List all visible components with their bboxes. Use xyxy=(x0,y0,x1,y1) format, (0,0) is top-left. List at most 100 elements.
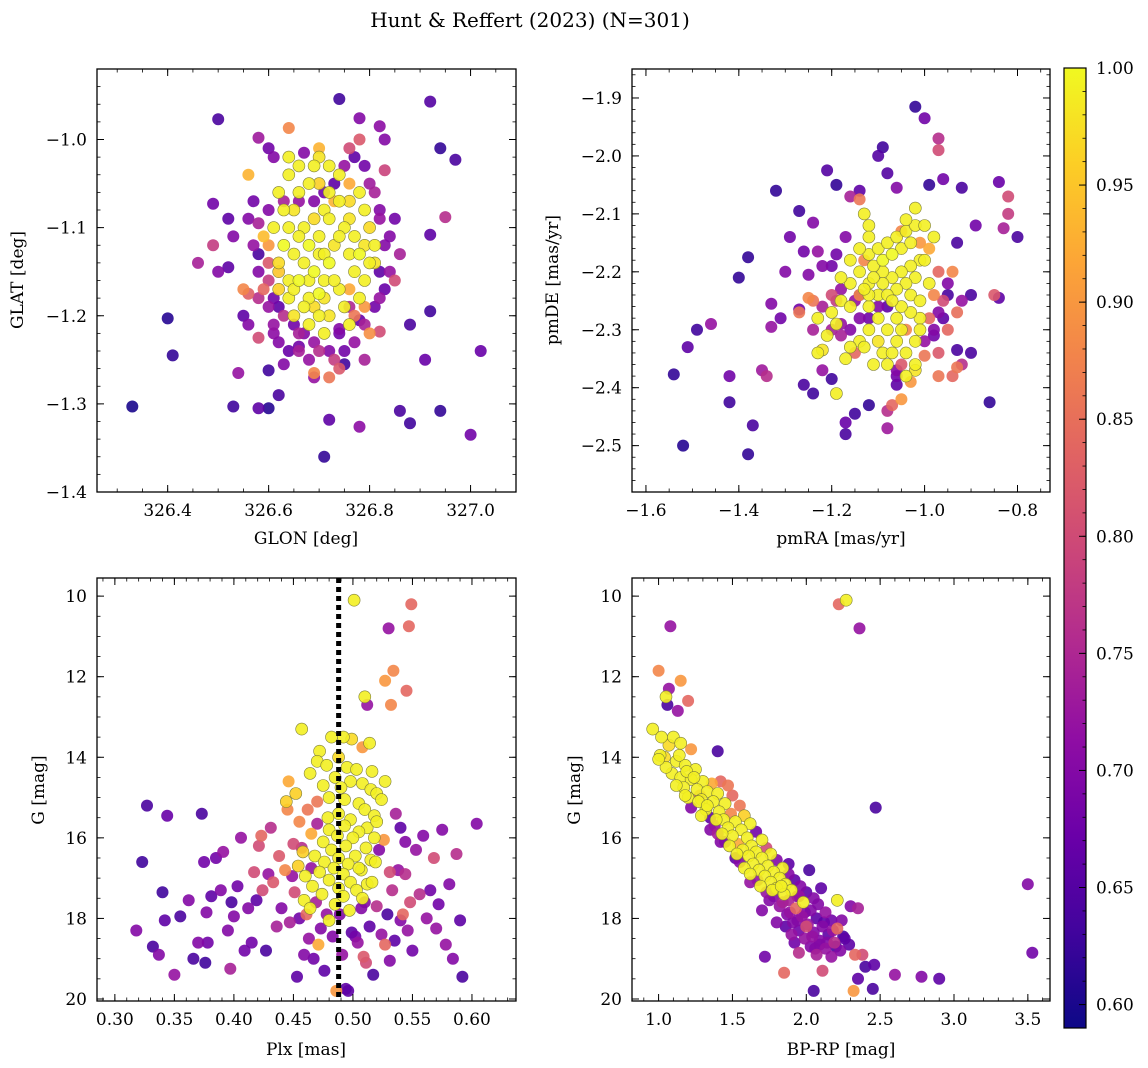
y-tick-label: 16 xyxy=(65,829,87,849)
axes-frame-pm xyxy=(631,68,1051,493)
data-point xyxy=(298,869,312,883)
data-point xyxy=(282,221,296,234)
data-point xyxy=(890,181,903,194)
data-point xyxy=(295,722,309,736)
data-point xyxy=(983,396,996,409)
data-point xyxy=(307,952,320,965)
y-tick-label: 14 xyxy=(65,748,87,768)
data-point xyxy=(816,300,829,313)
data-point xyxy=(470,817,483,830)
data-point xyxy=(343,318,356,331)
data-point xyxy=(895,300,908,313)
data-point xyxy=(267,221,281,234)
colorbar: 0.60 0.65 0.70 0.75 0.80 0.85 0.90 0.95 1.00 xyxy=(1063,59,1134,1029)
data-point xyxy=(852,902,864,915)
data-point xyxy=(853,242,866,255)
colorbar-tick-label: 0.80 xyxy=(1096,527,1134,547)
x-tick-label: 3.0 xyxy=(940,1010,967,1030)
colorbar-tick-label: 0.95 xyxy=(1096,176,1134,196)
data-point xyxy=(914,236,926,249)
data-point xyxy=(895,393,908,406)
data-point xyxy=(913,323,927,337)
data-point xyxy=(918,349,931,362)
x-tick-label: 0.35 xyxy=(155,1010,193,1030)
data-point xyxy=(350,763,363,776)
data-point xyxy=(872,149,885,162)
data-point xyxy=(439,211,452,224)
data-point xyxy=(292,274,306,287)
data-point xyxy=(222,261,235,274)
data-point xyxy=(386,884,399,897)
x-tick-label: 3.5 xyxy=(1014,1010,1041,1030)
y-axis-label-pmde: pmDE [mas/yr] xyxy=(543,215,563,345)
data-point xyxy=(830,178,843,191)
data-point xyxy=(424,228,437,241)
data-point xyxy=(890,311,904,325)
data-point xyxy=(705,318,717,330)
data-point xyxy=(312,309,326,323)
data-point xyxy=(937,294,950,307)
data-point xyxy=(292,230,306,243)
data-point xyxy=(348,265,361,279)
data-point xyxy=(802,291,815,304)
data-point xyxy=(255,829,268,842)
data-point xyxy=(225,896,238,909)
data-point xyxy=(755,833,769,847)
data-point xyxy=(908,334,922,348)
data-point xyxy=(765,320,778,333)
data-point xyxy=(904,236,918,250)
data-point xyxy=(419,353,432,366)
data-point xyxy=(456,970,469,983)
data-point xyxy=(450,848,463,860)
colorbar-tick-label: 0.75 xyxy=(1096,644,1134,664)
data-point xyxy=(765,297,778,310)
data-point xyxy=(885,346,899,360)
data-point xyxy=(322,159,336,173)
data-point xyxy=(277,309,290,322)
data-point xyxy=(672,748,686,762)
axes-frame-glon-glat xyxy=(96,68,517,493)
x-axis-label-plx: Plx [mas] xyxy=(266,1040,346,1060)
data-point xyxy=(674,736,688,750)
data-point xyxy=(726,789,739,802)
data-point xyxy=(338,793,351,806)
data-point xyxy=(722,779,734,792)
data-point xyxy=(260,944,272,957)
data-point xyxy=(367,831,381,845)
data-point xyxy=(221,924,234,937)
data-point xyxy=(227,910,240,923)
data-point xyxy=(272,389,285,402)
data-point xyxy=(904,259,918,273)
data-point xyxy=(803,864,816,877)
data-point xyxy=(835,283,847,296)
data-point xyxy=(754,879,767,893)
data-point xyxy=(881,422,894,435)
data-point xyxy=(365,765,379,778)
y-tick-label: 18 xyxy=(65,909,87,929)
x-tick-label: 1.0 xyxy=(645,1010,672,1030)
data-point xyxy=(825,950,838,963)
data-point xyxy=(248,866,261,879)
data-point xyxy=(723,839,736,853)
data-point xyxy=(348,230,361,243)
data-point xyxy=(373,204,386,216)
data-point xyxy=(316,835,330,849)
data-point xyxy=(311,795,324,808)
data-point xyxy=(760,370,773,383)
data-point xyxy=(250,894,263,907)
data-point xyxy=(166,349,179,362)
data-point xyxy=(312,938,325,951)
data-point xyxy=(282,775,295,788)
axes-frame-plx-g xyxy=(96,577,517,1002)
data-point xyxy=(711,745,724,758)
data-point xyxy=(733,799,746,812)
data-point xyxy=(881,323,894,337)
data-point xyxy=(385,698,397,711)
data-point xyxy=(379,674,392,687)
panel-cmd: 1.0 1.5 2.0 2.5 3.0 3.5 10 12 14 16 18 20 BP-RP [ma… xyxy=(565,577,1051,1060)
data-point xyxy=(807,216,820,229)
data-point xyxy=(383,866,396,879)
data-point xyxy=(270,920,283,933)
data-point xyxy=(205,890,218,903)
